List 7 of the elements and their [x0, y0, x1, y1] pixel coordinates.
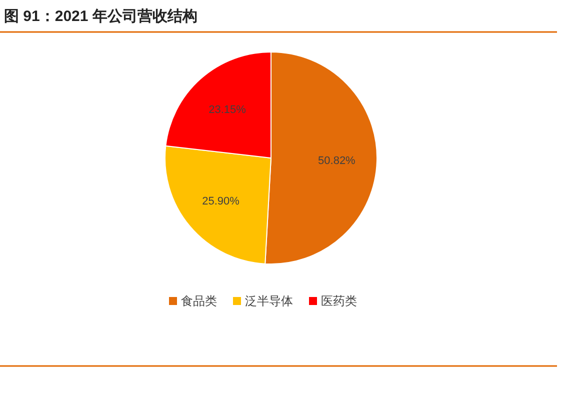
legend-label: 食品类: [181, 294, 217, 308]
data-label: 50.82%: [318, 154, 356, 167]
chart-title: 图 91：2021 年公司营收结构: [4, 8, 198, 25]
legend-label: 医药类: [321, 294, 357, 308]
data-label: 25.90%: [202, 195, 240, 208]
data-label: 23.15%: [208, 104, 246, 116]
legend-label: 泛半导体: [245, 294, 293, 308]
